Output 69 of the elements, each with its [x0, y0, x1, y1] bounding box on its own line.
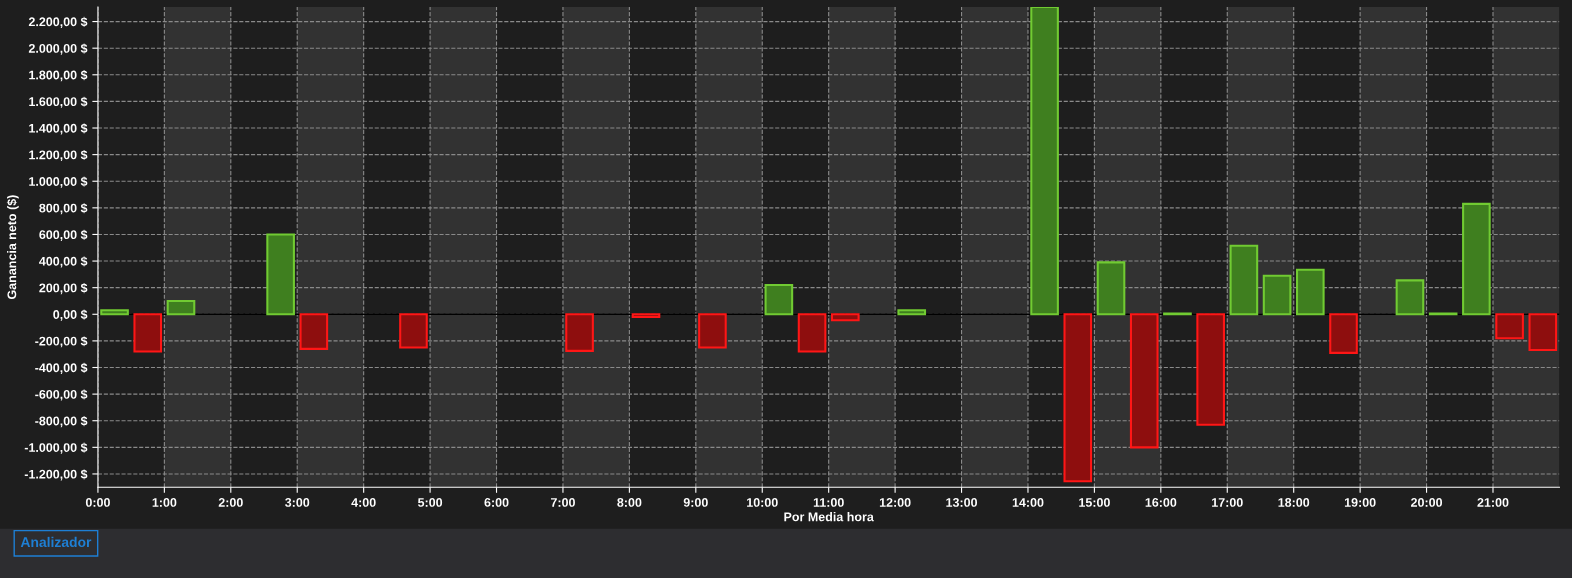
bar: [399, 313, 428, 349]
x-tick-label: 14:00: [1012, 498, 1044, 507]
x-tick-label: 7:00: [550, 498, 575, 507]
y-tick-label: 1.600,00 $: [29, 96, 88, 108]
y-tick-label: -400,00 $: [35, 362, 88, 374]
y-tick-label: 600,00 $: [39, 229, 88, 241]
bar: [1030, 6, 1059, 316]
bar: [266, 233, 295, 316]
bar: [1495, 313, 1524, 340]
x-tick-label: 17:00: [1212, 498, 1243, 507]
x-tick-label: 0:00: [85, 498, 110, 507]
x-tick-label: 3:00: [285, 498, 310, 507]
y-tick-label: 2.200,00 $: [28, 16, 88, 29]
y-tick-label: 200,00 $: [39, 282, 88, 295]
y-tick-label: 800,00 $: [39, 203, 88, 215]
y-tick-label: -1.200,00 $: [24, 469, 88, 481]
bar: [565, 313, 594, 352]
x-tick-label: 11:00: [813, 498, 844, 507]
x-tick-label: 4:00: [351, 498, 376, 507]
y-tick-label: -600,00 $: [35, 389, 88, 401]
x-tick-label: 2:00: [218, 498, 243, 507]
bar: [897, 309, 927, 316]
bar: [1229, 244, 1259, 316]
bar: [1063, 313, 1093, 483]
bar: [1528, 313, 1558, 351]
x-tick-label: 8:00: [617, 498, 642, 507]
y-tick-label: -1.000,00 $: [24, 442, 88, 454]
y-tick-label: 2.000,00 $: [28, 43, 88, 55]
y-axis-title: Ganancia neto ($): [6, 195, 19, 300]
bar: [133, 313, 163, 353]
bar: [1329, 313, 1358, 354]
y-tick-label: -200,00 $: [35, 336, 88, 348]
text: Analizador: [20, 536, 92, 548]
bar: [1096, 261, 1126, 316]
bar: [797, 313, 827, 353]
bar: [631, 313, 661, 318]
bar: [166, 299, 196, 316]
y-tick-label: 1.000,00 $: [29, 176, 88, 188]
x-tick-label: 19:00: [1344, 498, 1376, 507]
y-tick-label: 1.400,00 $: [29, 123, 88, 135]
x-tick-label: 12:00: [879, 498, 911, 507]
bar: [1262, 274, 1292, 316]
x-tick-label: 6:00: [484, 498, 509, 507]
bar: [764, 283, 794, 316]
x-tick-label: 10:00: [747, 498, 778, 507]
x-tick-label: 9:00: [683, 498, 708, 507]
x-tick-label: 21:00: [1477, 498, 1509, 507]
y-tick-label: 1.800,00 $: [29, 70, 88, 82]
bar: [100, 309, 129, 316]
x-tick-label: 15:00: [1079, 498, 1110, 507]
bar: [698, 313, 727, 349]
bar: [1462, 202, 1491, 316]
bar: [1395, 279, 1425, 316]
x-tick-label: 13:00: [946, 498, 978, 507]
x-tick-label: 16:00: [1145, 498, 1177, 507]
bar: [830, 313, 860, 322]
y-tick-label: 400,00 $: [39, 256, 88, 268]
bar: [299, 313, 329, 350]
y-tick-label: 1.200,00 $: [29, 149, 88, 162]
x-tick-label: 20:00: [1411, 498, 1443, 507]
y-tick-label: -800,00 $: [35, 415, 88, 428]
x-tick-label: 1:00: [152, 498, 177, 507]
x-tick-label: 18:00: [1278, 498, 1310, 507]
bar: [1295, 268, 1325, 316]
x-tick-label: 5:00: [417, 498, 443, 507]
x-axis-title: Por Media hora: [784, 512, 874, 522]
y-tick-label: 0,00 $: [53, 309, 88, 321]
bar: [1129, 313, 1159, 449]
bar: [1196, 313, 1225, 426]
